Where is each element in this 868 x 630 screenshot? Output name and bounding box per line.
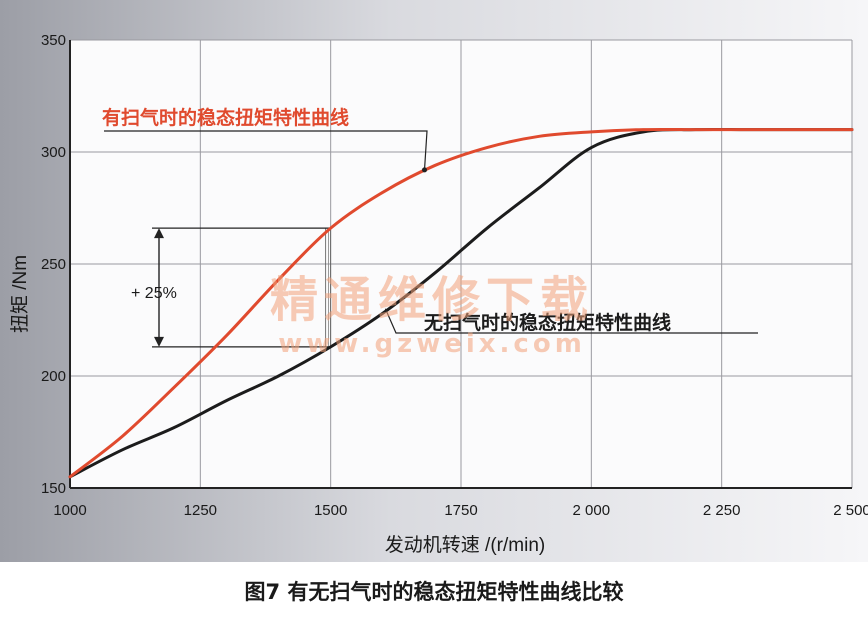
series-label-without-scavenging-leader	[384, 308, 758, 334]
watermark-url: www.gzweix.com	[278, 329, 586, 359]
x-tick-label: 1500	[314, 502, 347, 519]
increase-arrow-head-up	[154, 228, 164, 239]
figure-caption: 图7 有无扫气时的稳态扭矩特性曲线比较	[245, 580, 624, 604]
x-tick-label: 1250	[184, 502, 217, 519]
series-line-with-scavenging	[68, 127, 854, 479]
increase-label: + 25%	[131, 285, 177, 302]
watermark-title: 精通维修下载	[270, 272, 594, 328]
x-tick-label: 2 500	[833, 502, 868, 519]
y-tick-label: 200	[41, 368, 66, 385]
y-axis-title: 扭矩 /Nm	[9, 255, 31, 333]
increase-arrow-head-down	[154, 336, 164, 347]
y-tick-label: 300	[41, 144, 66, 161]
x-tick-label: 1000	[53, 502, 86, 519]
y-tick-label: 350	[41, 32, 66, 49]
x-tick-label: 2 000	[573, 502, 611, 519]
leader-line	[104, 130, 428, 170]
series-lines	[68, 127, 854, 479]
x-tick-label: 2 250	[703, 502, 741, 519]
x-axis-title: 发动机转速 /(r/min)	[385, 534, 545, 556]
y-axis-ticks: 150 200 250 300 350	[41, 32, 66, 497]
x-tick-label: 1750	[444, 502, 477, 519]
series-label-with-scavenging-leader	[104, 130, 428, 173]
leader-line	[384, 308, 758, 334]
x-axis-ticks: 1000 1250 1500 1750 2 000 2 250 2 500	[53, 502, 868, 519]
series-label-with-scavenging: 有扫气时的稳态扭矩特性曲线	[102, 106, 349, 129]
y-tick-label: 250	[41, 256, 66, 273]
series-label-without-scavenging: 无扫气时的稳态扭矩特性曲线	[424, 311, 671, 334]
axes	[69, 40, 852, 489]
y-tick-label: 150	[41, 480, 66, 497]
increase-annotation: + 25%	[131, 227, 332, 348]
leader-dot	[422, 167, 428, 173]
